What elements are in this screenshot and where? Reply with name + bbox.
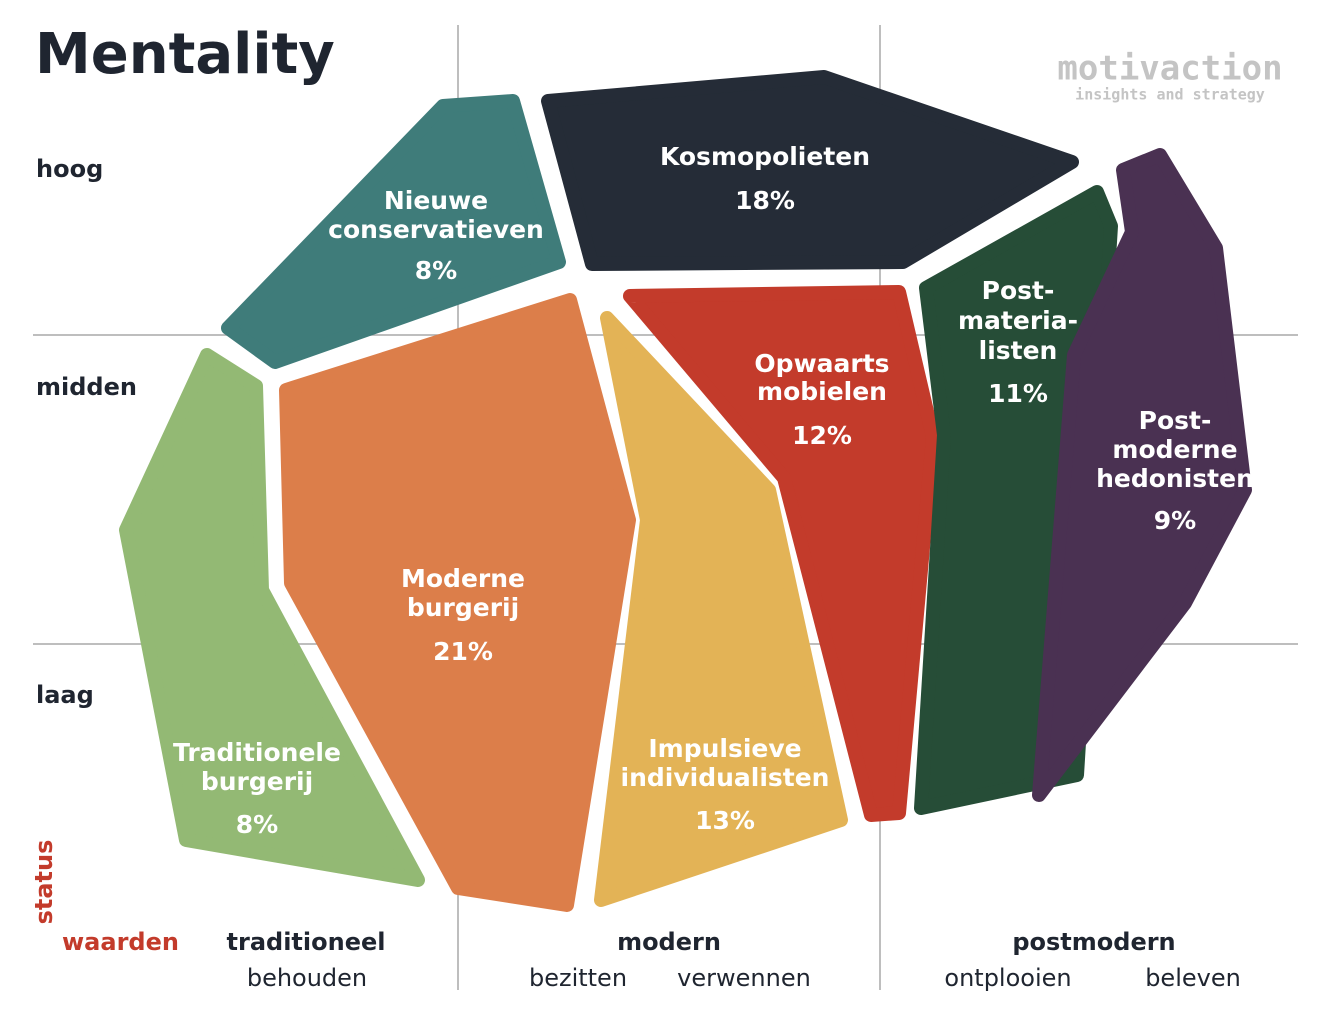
segment-name: Kosmopolieten — [660, 142, 870, 171]
segment-name: burgerij — [407, 593, 519, 622]
segment-shape — [1032, 148, 1252, 802]
segment-shape — [221, 94, 566, 369]
y-level-label: midden — [36, 373, 137, 401]
x-axis-name: waarden — [62, 928, 179, 956]
segment-name: Nieuwe — [384, 186, 488, 215]
segment-share: 18% — [735, 186, 795, 215]
segment-shape — [119, 348, 425, 887]
y-level-label: laag — [36, 681, 94, 709]
segment-name: listen — [979, 336, 1058, 365]
segment-labels: Nieuwe conservatieven 8% Kosmopolieten 1… — [173, 142, 1254, 839]
x-group-label: postmodern — [1012, 928, 1175, 956]
segment-shape — [541, 70, 1079, 271]
segment-name: materia- — [958, 306, 1078, 335]
segment-share: 8% — [236, 810, 278, 839]
segment-share: 13% — [695, 806, 755, 835]
segment-name: Post- — [1139, 406, 1212, 435]
segment-share: 11% — [988, 379, 1048, 408]
segment-name: Opwaarts — [754, 349, 889, 378]
segment-name: mobielen — [757, 377, 887, 406]
segments — [119, 70, 1252, 912]
segment-name: individualisten — [621, 763, 830, 792]
segment-name: Post- — [982, 276, 1055, 305]
segment-name: burgerij — [201, 767, 313, 796]
x-sublabel: behouden — [247, 964, 367, 992]
segment-shape — [623, 285, 940, 822]
y-axis-name: status — [30, 840, 58, 925]
logo: motivaction — [1057, 49, 1282, 89]
x-sublabel: beleven — [1145, 964, 1241, 992]
segment-shape — [594, 311, 848, 907]
segment-name: moderne — [1112, 435, 1237, 464]
segment-share: 8% — [415, 256, 457, 285]
segment-name: hedonisten — [1096, 464, 1254, 493]
segment-name: Moderne — [401, 564, 525, 593]
segment-name: conservatieven — [328, 215, 544, 244]
segment-share: 12% — [792, 421, 852, 450]
x-sublabel: bezitten — [529, 964, 627, 992]
segment-name: Impulsieve — [648, 734, 801, 763]
x-group-label: traditioneel — [227, 928, 386, 956]
title: Mentality — [35, 22, 335, 87]
y-level-label: hoog — [36, 155, 103, 183]
x-group-label: modern — [617, 928, 721, 956]
segment-share: 21% — [433, 637, 493, 666]
x-sublabel: ontplooien — [944, 964, 1071, 992]
segment-share: 9% — [1154, 506, 1196, 535]
segment-name: Traditionele — [173, 738, 341, 767]
x-sublabel: verwennen — [677, 964, 811, 992]
logo-tagline: insights and strategy — [1075, 86, 1265, 104]
segment-shape — [279, 293, 636, 912]
